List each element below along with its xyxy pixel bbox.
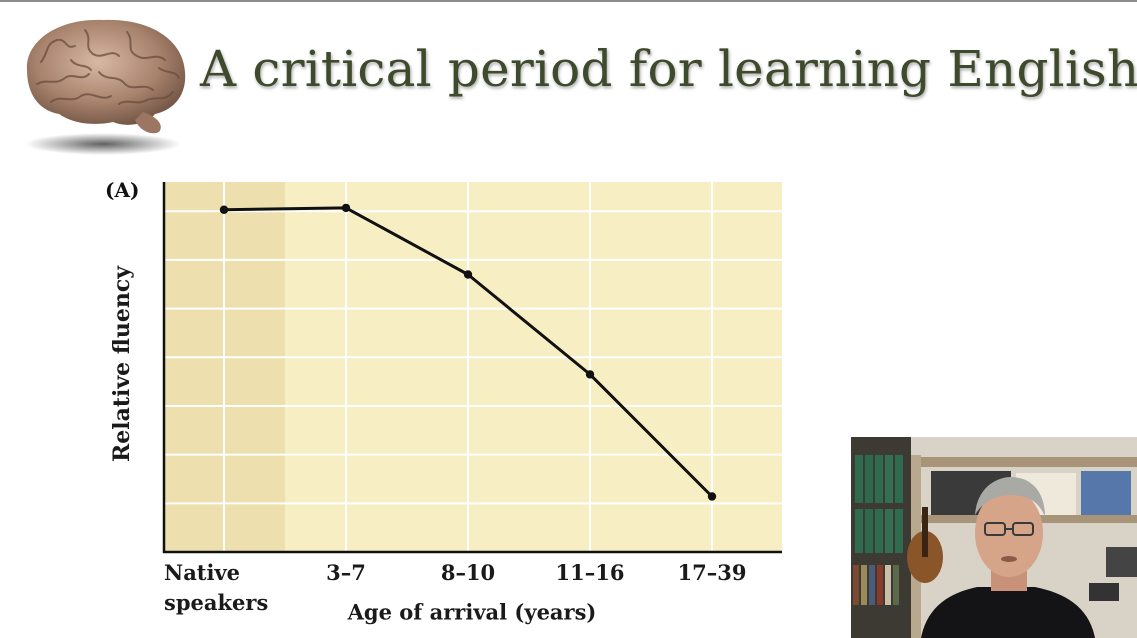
data-point	[707, 492, 717, 501]
x-tick-label: 3–7	[276, 558, 416, 588]
x-tick-label-line: speakers	[164, 590, 269, 615]
plot-area	[164, 182, 782, 552]
data-point	[585, 370, 595, 379]
x-axis-label: Age of arrival (years)	[347, 599, 597, 625]
y-axis-label: Relative fluency	[109, 265, 135, 463]
x-tick-label-line: 3–7	[326, 560, 366, 585]
brain-icon	[25, 19, 186, 155]
panel-label: (A)	[105, 178, 140, 202]
plot-series	[219, 203, 717, 501]
x-tick-label-line: 8–10	[440, 560, 496, 585]
slide-title: A critical period for learning English	[200, 40, 1137, 98]
data-point	[219, 205, 229, 214]
data-point	[463, 270, 473, 279]
x-tick-label-line: 17–39	[677, 560, 747, 585]
presenter-webcam	[851, 437, 1137, 638]
data-point	[341, 203, 351, 213]
x-tick-label-line: 11–16	[555, 560, 625, 585]
x-tick-label: Native speakers	[164, 558, 304, 618]
plot-axes	[162, 182, 782, 554]
x-tick-label-line: Native	[164, 560, 241, 585]
x-tick-label: 11–16	[520, 558, 660, 588]
x-tick-label: 17–39	[642, 558, 782, 588]
top-rule	[0, 0, 1137, 2]
x-tick-label: 8–10	[398, 558, 538, 588]
plot-gridlines	[164, 182, 782, 552]
